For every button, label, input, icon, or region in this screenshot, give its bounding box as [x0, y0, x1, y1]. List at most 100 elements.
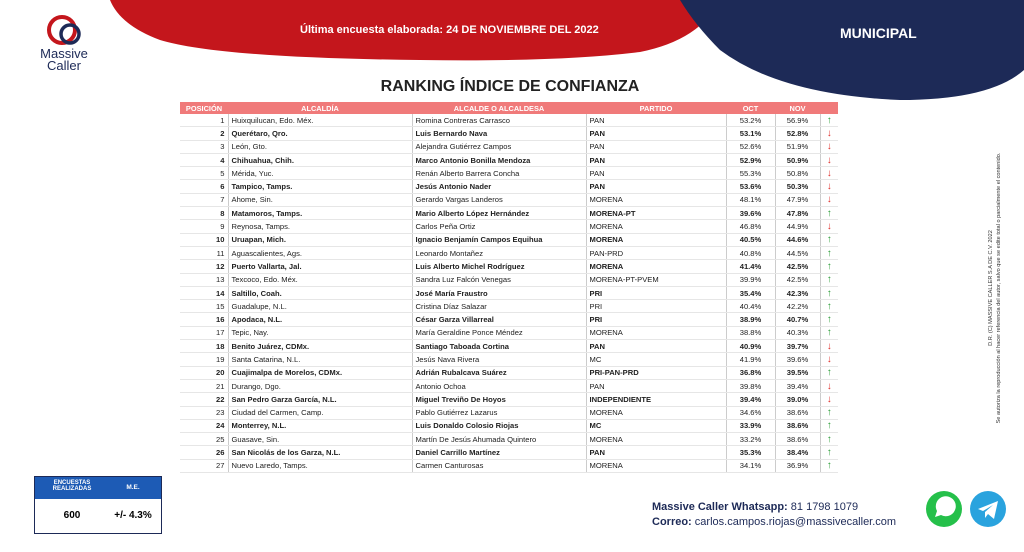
- trend-arrow: ↑: [820, 459, 838, 474]
- table-cell: Uruapan, Mich.: [228, 233, 412, 247]
- table-cell: MORENA: [585, 459, 727, 474]
- table-row: 24 Monterrey, N.L. Luis Donaldo Colosio Ri…: [180, 419, 838, 434]
- contact-email: Correo: carlos.campos.riojas@massivecall…: [652, 516, 896, 528]
- contact-label: Massive Caller Whatsapp:: [652, 501, 788, 513]
- table-cell: 50.9%: [775, 153, 821, 168]
- table-cell: Santiago Taboada Cortina: [411, 339, 587, 354]
- table-cell: MORENA-PT-PVEM: [585, 273, 727, 287]
- table-cell: Apodaca, N.L.: [228, 312, 412, 327]
- table-cell: MORENA: [585, 259, 727, 274]
- table-cell: PAN: [585, 153, 727, 168]
- table-cell: Martín De Jesús Ahumada Quintero: [411, 432, 587, 447]
- trend-arrow: ↑: [820, 419, 838, 434]
- table-cell: 53.6%: [726, 179, 776, 194]
- table-cell: Huixquilucan, Edo. Méx.: [228, 114, 412, 128]
- table-cell: Renán Alberto Barrera Concha: [411, 166, 587, 181]
- table-cell: 17: [180, 326, 229, 341]
- table-cell: 40.8%: [726, 246, 776, 261]
- whatsapp-glyph: [935, 496, 956, 517]
- table-cell: PAN: [585, 114, 727, 128]
- table-cell: MORENA: [585, 326, 727, 341]
- trend-arrow: ↓: [820, 392, 838, 407]
- table-row: 23 Ciudad del Carmen, Camp. Pablo Gutiérre…: [180, 406, 838, 420]
- table-cell: Ahome, Sin.: [228, 193, 412, 208]
- table-cell: 38.6%: [775, 419, 821, 434]
- table-cell: MORENA: [585, 406, 727, 420]
- table-cell: 40.7%: [775, 312, 821, 327]
- table-cell: 27: [180, 459, 229, 474]
- table-cell: 53.2%: [726, 114, 776, 128]
- table-cell: Santa Catarina, N.L.: [228, 352, 412, 367]
- table-cell: MORENA: [585, 193, 727, 208]
- table-row: 10 Uruapan, Mich. Ignacio Benjamín Campos …: [180, 233, 838, 247]
- table-cell: San Pedro Garza García, N.L.: [228, 392, 412, 407]
- table-cell: María Geraldine Ponce Méndez: [411, 326, 587, 341]
- table-row: 13 Texcoco, Edo. Méx. Sandra Luz Falcón Ve…: [180, 273, 838, 287]
- table-cell: Adrián Rubalcava Suárez: [411, 366, 587, 380]
- stats-label: ENCUESTAS REALIZADAS: [52, 480, 92, 492]
- table-row: 17 Tepic, Nay. María Geraldine Ponce Ménde…: [180, 326, 838, 341]
- table-cell: Puerto Vallarta, Jal.: [228, 259, 412, 274]
- table-cell: Gerardo Vargas Landeros: [411, 193, 587, 208]
- survey-date: Última encuesta elaborada: 24 DE NOVIEMB…: [300, 24, 599, 36]
- trend-arrow: ↓: [820, 339, 838, 354]
- table-cell: Guasave, Sin.: [228, 432, 412, 447]
- table-cell: Alejandra Gutiérrez Campos: [411, 140, 587, 154]
- table-cell: 34.1%: [726, 459, 776, 474]
- table-cell: Durango, Dgo.: [228, 379, 412, 394]
- ranking-table: POSICIÓN ALCALDÍA ALCALDE O ALCALDESA PARTI…: [180, 102, 838, 474]
- table-cell: Daniel Carrillo Martínez: [411, 445, 587, 460]
- table-cell: 5: [180, 166, 229, 181]
- table-cell: MORENA: [585, 233, 727, 247]
- trend-arrow: ↓: [820, 219, 838, 234]
- trend-arrow: ↑: [820, 366, 838, 380]
- trend-arrow: ↑: [820, 299, 838, 314]
- table-row: 6 Tampico, Tamps. Jesús Antonio Nader PAN 53…: [180, 179, 838, 194]
- column-header: ALCALDÍA: [228, 102, 412, 114]
- trend-arrow: ↑: [820, 286, 838, 301]
- table-cell: MORENA: [585, 219, 727, 234]
- table-cell: Luis Donaldo Colosio Riojas: [411, 419, 587, 434]
- column-header: OCT: [726, 102, 775, 114]
- table-row: 26 San Nicolás de los Garza, N.L. Daniel C…: [180, 445, 838, 460]
- table-cell: 38.9%: [726, 312, 776, 327]
- table-cell: 56.9%: [775, 114, 821, 128]
- table-cell: 14: [180, 286, 229, 301]
- table-cell: 44.6%: [775, 233, 821, 247]
- table-cell: PRI-PAN-PRD: [585, 366, 727, 380]
- table-cell: 11: [180, 246, 229, 261]
- header-row: POSICIÓN ALCALDÍA ALCALDE O ALCALDESA PARTI…: [180, 102, 838, 114]
- table-cell: PAN: [585, 166, 727, 181]
- table-cell: 39.7%: [775, 339, 821, 354]
- table-cell: Carmen Canturosas: [411, 459, 587, 474]
- table-cell: 40.9%: [726, 339, 776, 354]
- table-row: 2 Querétaro, Qro. Luis Bernardo Nava PAN 53.…: [180, 126, 838, 141]
- table-cell: Reynosa, Tamps.: [228, 219, 412, 234]
- table-row: 18 Benito Juárez, CDMx. Santiago Taboada C…: [180, 339, 838, 354]
- table-cell: MORENA: [585, 432, 727, 447]
- table-cell: 39.9%: [726, 273, 776, 287]
- table-row: 9 Reynosa, Tamps. Carlos Peña Ortiz MORENA 4…: [180, 219, 838, 234]
- table-cell: 35.3%: [726, 445, 776, 460]
- table-cell: PAN-PRD: [585, 246, 727, 261]
- table-cell: Tampico, Tamps.: [228, 179, 412, 194]
- table-cell: Carlos Peña Ortiz: [411, 219, 587, 234]
- side-note: D.R. (C) MASSIVE CALLER S.A DE C.V. 2022…: [985, 110, 1005, 460]
- table-cell: Saltillo, Coah.: [228, 286, 412, 301]
- trend-arrow: ↑: [820, 326, 838, 341]
- trend-arrow: ↑: [820, 445, 838, 460]
- table-cell: PAN: [585, 179, 727, 194]
- table-cell: PAN: [585, 339, 727, 354]
- table-cell: Cristina Díaz Salazar: [411, 299, 587, 314]
- title: RANKING ÍNDICE DE CONFIANZA: [380, 78, 640, 95]
- table-row: 16 Apodaca, N.L. César Garza Villarreal PRI…: [180, 312, 838, 327]
- table-cell: 25: [180, 432, 229, 447]
- table-cell: Pablo Gutiérrez Lazarus: [411, 406, 587, 420]
- stats-value: 600: [63, 510, 81, 521]
- table-cell: Jesús Nava Rivera: [411, 352, 587, 367]
- table-cell: 10: [180, 233, 229, 247]
- logo-text: Massive: [40, 46, 88, 61]
- table-cell: Chihuahua, Chih.: [228, 153, 412, 168]
